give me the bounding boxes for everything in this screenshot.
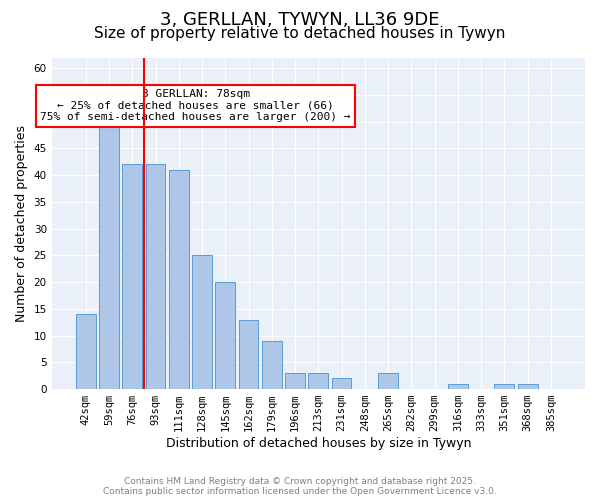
Text: Contains HM Land Registry data © Crown copyright and database right 2025.
Contai: Contains HM Land Registry data © Crown c… (103, 476, 497, 496)
Bar (285, 373, 305, 389)
Bar (169, 170, 188, 389)
X-axis label: Distribution of detached houses by size in Tywyn: Distribution of detached houses by size … (166, 437, 471, 450)
Bar (146, 164, 166, 389)
Bar (308, 373, 328, 389)
Bar (378, 373, 398, 389)
Text: 3 GERLLAN: 78sqm
← 25% of detached houses are smaller (66)
75% of semi-detached : 3 GERLLAN: 78sqm ← 25% of detached house… (40, 89, 351, 122)
Bar (76, 314, 95, 389)
Text: 3, GERLLAN, TYWYN, LL36 9DE: 3, GERLLAN, TYWYN, LL36 9DE (160, 11, 440, 29)
Text: Size of property relative to detached houses in Tywyn: Size of property relative to detached ho… (94, 26, 506, 41)
Bar (262, 341, 282, 389)
Y-axis label: Number of detached properties: Number of detached properties (15, 125, 28, 322)
Bar (192, 256, 212, 389)
Bar (239, 320, 259, 389)
Bar (99, 127, 119, 389)
Bar (494, 384, 514, 389)
Bar (518, 384, 538, 389)
Bar (122, 164, 142, 389)
Bar (215, 282, 235, 389)
Bar (332, 378, 352, 389)
Bar (448, 384, 468, 389)
